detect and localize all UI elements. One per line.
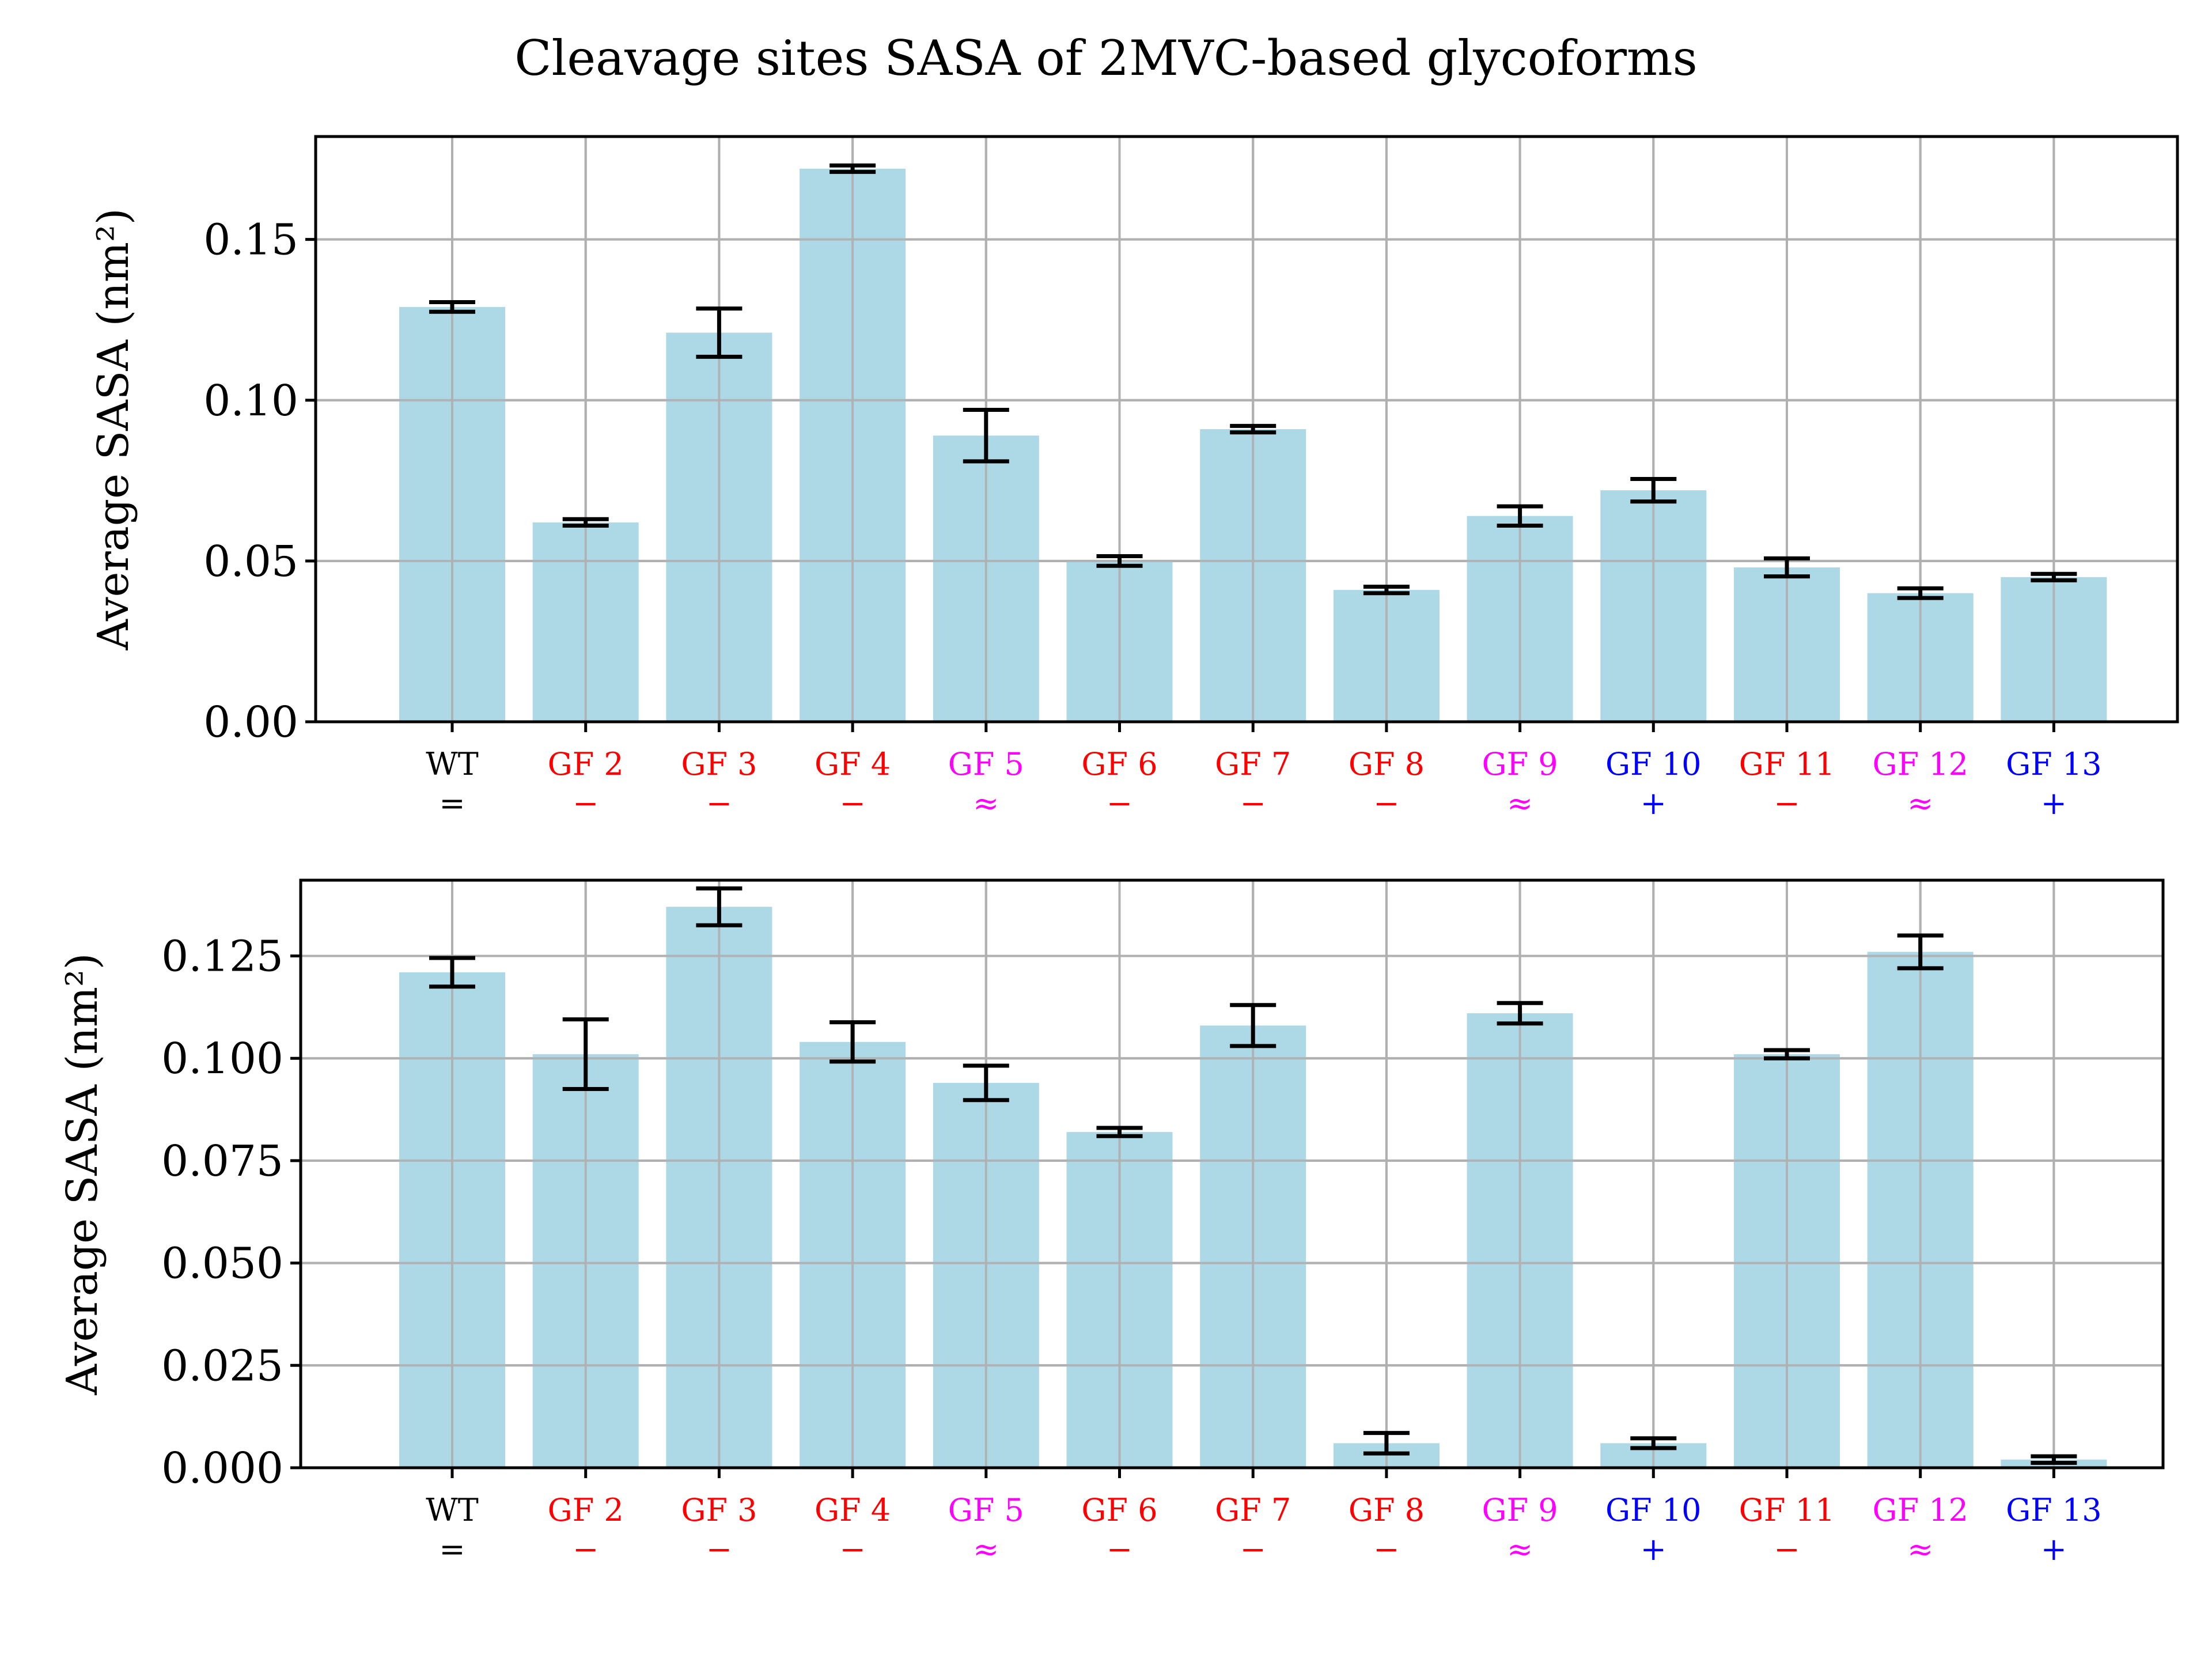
x-tick-symbol: ≈ bbox=[1507, 1531, 1533, 1567]
y-axis-label: Average SASA (nm²) bbox=[58, 953, 107, 1395]
x-tick-symbol: ≈ bbox=[973, 1531, 999, 1567]
x-tick-symbol: + bbox=[1641, 785, 1666, 821]
x-tick-symbol: − bbox=[573, 1531, 599, 1567]
error-bar bbox=[1497, 504, 1543, 528]
error-bar bbox=[830, 1020, 876, 1064]
x-tick-symbol: + bbox=[2041, 785, 2067, 821]
x-tick-label: GF 12 bbox=[1872, 1492, 1968, 1528]
y-tick-label: 0.000 bbox=[161, 1444, 283, 1493]
x-tick-symbol: = bbox=[439, 1531, 465, 1567]
x-tick-label: GF 2 bbox=[548, 746, 624, 782]
x-tick-symbol: ≈ bbox=[1907, 785, 1933, 821]
x-tick-label: GF 13 bbox=[2006, 746, 2101, 782]
y-tick-label: 0.05 bbox=[203, 537, 298, 586]
x-tick-label: GF 12 bbox=[1872, 746, 1968, 782]
x-tick-label: GF 5 bbox=[948, 746, 1024, 782]
error-bar bbox=[1497, 1001, 1543, 1026]
x-tick-label: GF 3 bbox=[681, 1492, 757, 1528]
error-bar bbox=[562, 1017, 609, 1092]
y-tick-label: 0.125 bbox=[161, 931, 283, 981]
error-bar bbox=[1096, 1126, 1143, 1138]
x-tick-label: GF 8 bbox=[1349, 746, 1425, 782]
x-tick-symbol: − bbox=[1107, 1531, 1132, 1567]
x-tick-label: GF 10 bbox=[1605, 746, 1701, 782]
x-tick-label: GF 5 bbox=[948, 1492, 1024, 1528]
x-tick-label: GF 6 bbox=[1081, 746, 1157, 782]
x-tick-label: GF 7 bbox=[1215, 1492, 1291, 1528]
x-tick-label: GF 9 bbox=[1482, 1492, 1558, 1528]
y-tick-label: 0.050 bbox=[161, 1239, 283, 1289]
error-bar bbox=[1096, 554, 1143, 568]
error-bar bbox=[1230, 1003, 1277, 1048]
x-tick-symbol: ≈ bbox=[1907, 1531, 1933, 1567]
error-bar bbox=[1764, 556, 1810, 579]
error-bar bbox=[2031, 1454, 2077, 1465]
error-bar bbox=[1630, 477, 1677, 504]
x-tick-symbol: = bbox=[439, 785, 465, 821]
x-tick-label: WT bbox=[426, 746, 479, 782]
y-tick-label: 0.10 bbox=[203, 376, 298, 426]
error-bar bbox=[1897, 586, 1944, 600]
x-tick-symbol: − bbox=[1774, 1531, 1800, 1567]
x-tick-label: GF 11 bbox=[1739, 746, 1835, 782]
x-tick-label: GF 6 bbox=[1081, 1492, 1157, 1528]
x-tick-label: GF 11 bbox=[1739, 1492, 1835, 1528]
x-tick-label: GF 2 bbox=[548, 1492, 624, 1528]
error-bar bbox=[1363, 1431, 1410, 1456]
error-bar bbox=[1363, 585, 1410, 596]
error-bar bbox=[1764, 1048, 1810, 1060]
x-tick-label: GF 4 bbox=[815, 1492, 891, 1528]
x-tick-symbol: ≈ bbox=[973, 785, 999, 821]
x-tick-label: GF 3 bbox=[681, 746, 757, 782]
x-tick-symbol: − bbox=[1373, 1531, 1399, 1567]
y-axis-label: Average SASA (nm²) bbox=[89, 208, 138, 650]
error-bar bbox=[1897, 933, 1944, 971]
axes-frame bbox=[299, 878, 2165, 1469]
x-tick-symbol: ≈ bbox=[1507, 785, 1533, 821]
x-tick-symbol: − bbox=[1240, 785, 1266, 821]
chart-title: Cleavage sites SASA of 2MVC-based glycof… bbox=[514, 30, 1698, 86]
x-tick-symbol: − bbox=[839, 785, 865, 821]
x-tick-label: GF 7 bbox=[1215, 746, 1291, 782]
error-bar bbox=[429, 300, 475, 314]
x-tick-label: GF 8 bbox=[1349, 1492, 1425, 1528]
x-tick-symbol: − bbox=[1774, 785, 1800, 821]
x-tick-symbol: − bbox=[1373, 785, 1399, 821]
y-tick-label: 0.00 bbox=[203, 698, 298, 747]
x-tick-symbol: + bbox=[2041, 1531, 2067, 1567]
error-bar bbox=[696, 886, 743, 927]
x-tick-label: GF 4 bbox=[815, 746, 891, 782]
x-tick-label: WT bbox=[426, 1492, 479, 1528]
y-tick-label: 0.100 bbox=[161, 1034, 283, 1084]
x-tick-label: GF 13 bbox=[2006, 1492, 2101, 1528]
error-bar bbox=[1630, 1436, 1677, 1450]
error-bar bbox=[696, 306, 743, 359]
error-bar bbox=[963, 408, 1009, 464]
y-tick-label: 0.025 bbox=[161, 1341, 283, 1391]
error-bar bbox=[830, 163, 876, 174]
x-tick-symbol: − bbox=[706, 785, 732, 821]
x-tick-label: GF 10 bbox=[1605, 1492, 1701, 1528]
x-tick-symbol: − bbox=[1240, 1531, 1266, 1567]
y-tick-label: 0.15 bbox=[203, 215, 298, 265]
x-tick-symbol: − bbox=[706, 1531, 732, 1567]
error-bar bbox=[2031, 571, 2077, 582]
x-tick-symbol: + bbox=[1641, 1531, 1666, 1567]
y-tick-label: 0.075 bbox=[161, 1137, 283, 1186]
error-bar bbox=[429, 956, 475, 989]
error-bar bbox=[1230, 423, 1277, 435]
error-bar bbox=[963, 1063, 1009, 1103]
x-tick-symbol: − bbox=[573, 785, 599, 821]
x-tick-label: GF 9 bbox=[1482, 746, 1558, 782]
x-tick-symbol: − bbox=[839, 1531, 865, 1567]
axes-frame bbox=[314, 135, 2179, 724]
x-tick-symbol: − bbox=[1107, 785, 1132, 821]
error-bar bbox=[562, 517, 609, 528]
